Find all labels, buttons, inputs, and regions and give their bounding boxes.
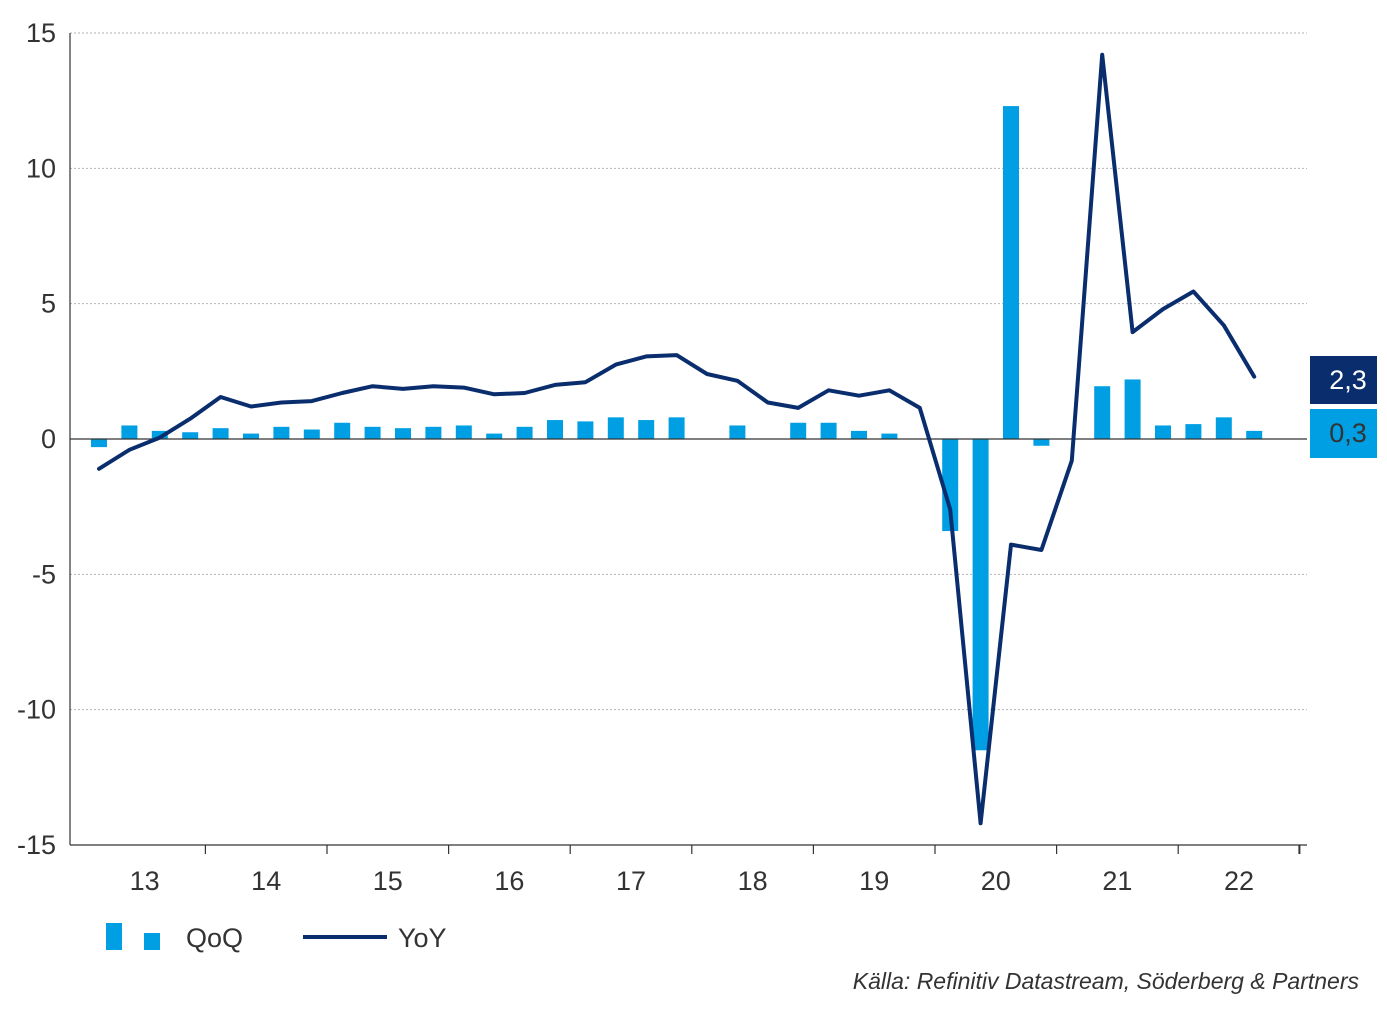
qoq-bar [942,439,959,532]
qoq-bar [607,417,624,439]
x-tick-label: 17 [616,866,646,896]
qoq-bar [1124,379,1141,439]
y-tick-label: -10 [17,695,56,725]
qoq-bar [729,425,746,439]
qoq-end-label-box [1310,409,1377,458]
y-axis: 15 10 5 0 -5 -10 -15 [17,18,71,860]
qoq-bar [1033,439,1050,446]
qoq-bar [425,426,442,439]
qoq-bar [212,428,229,439]
yoy-line [97,52,1257,826]
x-tick-label: 21 [1102,866,1132,896]
x-tick-label: 20 [981,866,1011,896]
qoq-bar [1094,386,1111,439]
qoq-bar [395,428,411,439]
y-tick-label: -5 [32,559,56,589]
qoq-bars [91,106,1263,751]
qoq-bar [151,430,168,439]
qoq-bar [364,426,381,439]
x-tick-label: 14 [251,866,281,896]
qoq-bar [91,439,107,448]
qoq-bar [121,425,138,439]
qoq-bar [790,422,807,439]
qoq-end-label: 0,3 [1329,418,1367,448]
x-tick-label: 18 [738,866,768,896]
y-tick-label: 0 [41,424,56,454]
qoq-bar [303,429,320,439]
qoq-bar [668,417,685,439]
end-labels: 2,3 0,3 [1310,356,1377,458]
qoq-bar [547,420,563,439]
x-tick-label: 13 [130,866,160,896]
y-tick-label: 10 [26,153,56,183]
legend-qoq-swatch-short [144,933,160,950]
qoq-bar [1155,425,1171,439]
qoq-bar [820,422,837,439]
legend-yoy-label: YoY [398,923,447,953]
qoq-bar [243,433,259,439]
qoq-bar [881,433,898,439]
qoq-bar [1003,106,1019,439]
x-tick-label: 16 [494,866,524,896]
qoq-bar [1215,417,1232,439]
qoq-bar [972,439,989,751]
grid-lines [70,32,1307,711]
yoy-series-line [97,52,1257,826]
qoq-bar [577,421,594,439]
qoq-bar [1185,424,1202,439]
legend: QoQ YoY [106,923,447,953]
qoq-bar [1246,430,1263,439]
y-tick-label: 15 [26,18,56,48]
x-tick-label: 15 [373,866,403,896]
x-tick-label: 22 [1224,866,1254,896]
qoq-bar [334,422,351,439]
y-tick-label: -15 [17,830,56,860]
x-axis: 13 14 15 16 17 18 19 20 21 22 [70,438,1307,896]
qoq-bar [638,420,655,439]
qoq-bar [455,425,472,439]
yoy-end-label-box [1310,356,1377,404]
qoq-bar [486,433,503,439]
legend-qoq-label: QoQ [186,923,243,953]
qoq-bar [516,426,533,439]
source-note: Källa: Refinitiv Datastream, Söderberg &… [852,968,1359,994]
x-tick-label: 19 [859,866,889,896]
legend-qoq-swatch-tall [106,923,122,950]
y-tick-label: 5 [41,289,56,319]
yoy-end-label: 2,3 [1329,365,1367,395]
qoq-bar [851,430,867,439]
qoq-bar [273,426,290,439]
qoq-bar [182,432,199,439]
